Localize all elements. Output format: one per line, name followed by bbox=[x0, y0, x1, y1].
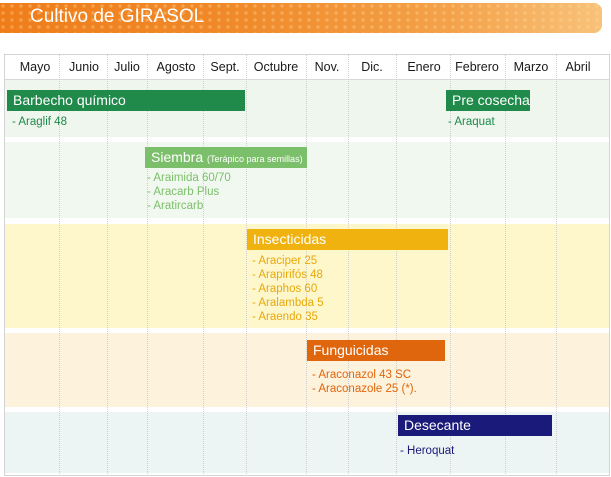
header-texture bbox=[0, 3, 602, 33]
page-header: Cultivo de GIRASOL bbox=[0, 3, 602, 33]
siembra-label: Siembra bbox=[151, 149, 204, 165]
month-gridline bbox=[505, 55, 506, 474]
barbecho-bar: Barbecho químico bbox=[7, 90, 245, 111]
month-gridline bbox=[348, 55, 349, 474]
month-gridline bbox=[396, 55, 397, 474]
month-label: Marzo bbox=[513, 60, 549, 74]
month-gridline bbox=[147, 55, 148, 474]
product-item: - Araconazole 25 (*). bbox=[312, 383, 417, 395]
funguicidas-product-list: - Araconazol 43 SC - Araconazole 25 (*). bbox=[312, 368, 417, 396]
desecante-product-list: - Heroquat bbox=[400, 444, 454, 458]
product-item: - Aratircarb bbox=[147, 200, 204, 212]
month-gridline bbox=[556, 55, 557, 474]
insecticidas-bar: Insecticidas bbox=[247, 229, 448, 250]
band-siembra bbox=[5, 142, 609, 218]
product-item: - Araimida 60/70 bbox=[147, 172, 231, 184]
product-item: - Araphos 60 bbox=[252, 283, 318, 295]
month-gridline bbox=[203, 55, 204, 474]
month-label: Junio bbox=[69, 60, 99, 74]
month-label: Agosto bbox=[156, 60, 196, 74]
barbecho-label: Barbecho químico bbox=[13, 92, 126, 108]
product-item: - Araciper 25 bbox=[252, 255, 318, 267]
product-item: - Aracarb Plus bbox=[147, 186, 220, 198]
product-item: - Araquat bbox=[448, 116, 495, 128]
insecticidas-product-list: - Araciper 25 - Arapirifós 48 - Araphos … bbox=[252, 254, 324, 324]
product-item: - Araconazol 43 SC bbox=[312, 369, 412, 381]
months-header-row bbox=[5, 55, 609, 80]
siembra-product-list: - Araimida 60/70 - Aracarb Plus - Aratir… bbox=[147, 171, 231, 213]
month-label: Nov. bbox=[314, 60, 340, 74]
product-item: - Arapirifós 48 bbox=[252, 269, 323, 281]
month-label: Julio bbox=[114, 60, 140, 74]
desecante-label: Desecante bbox=[404, 417, 471, 433]
funguicidas-label: Funguicidas bbox=[313, 342, 389, 358]
month-label: Mayo bbox=[19, 60, 51, 74]
month-label: Dic. bbox=[361, 60, 383, 74]
month-label: Sept. bbox=[210, 60, 240, 74]
month-gridline bbox=[59, 55, 60, 474]
product-item: - Aralambda 5 bbox=[252, 297, 324, 309]
funguicidas-bar: Funguicidas bbox=[307, 340, 445, 361]
product-item: - Heroquat bbox=[400, 445, 455, 457]
insecticidas-label: Insecticidas bbox=[253, 231, 327, 247]
month-gridline bbox=[246, 55, 247, 474]
month-gridline bbox=[107, 55, 108, 474]
barbecho-product-list: - Araglif 48 bbox=[12, 115, 67, 129]
siembra-bar: Siembra (Terápico para semillas) bbox=[145, 147, 307, 168]
month-label: Enero bbox=[407, 60, 441, 74]
siembra-note: (Terápico para semillas) bbox=[207, 154, 303, 164]
product-item: - Araendo 35 bbox=[252, 311, 318, 323]
month-gridline bbox=[450, 55, 451, 474]
pre-cosecha-product-list: - Araquat bbox=[448, 115, 495, 129]
month-label: Febrero bbox=[455, 60, 499, 74]
month-gridline bbox=[306, 55, 307, 474]
month-label: Octubre bbox=[253, 60, 299, 74]
page-title: Cultivo de GIRASOL bbox=[30, 6, 205, 27]
product-item: - Araglif 48 bbox=[12, 116, 67, 128]
desecante-bar: Desecante bbox=[398, 415, 552, 436]
pre-cosecha-bar: Pre cosecha bbox=[446, 90, 530, 111]
pre-cosecha-label: Pre cosecha bbox=[452, 92, 530, 108]
month-label: Abril bbox=[565, 60, 591, 74]
